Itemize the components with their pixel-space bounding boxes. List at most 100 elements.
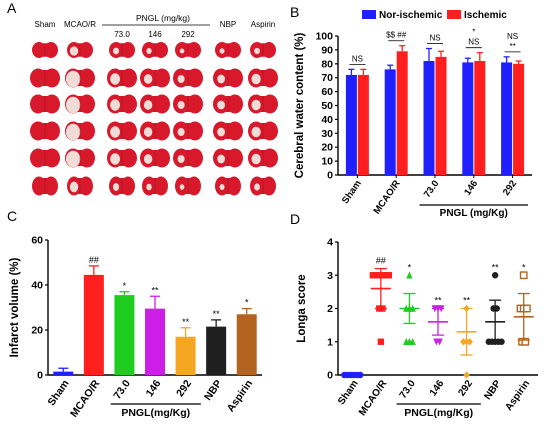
infarct-region bbox=[110, 99, 121, 111]
infarct-region bbox=[146, 48, 152, 54]
significance-mark: ** bbox=[463, 296, 471, 306]
bar bbox=[114, 295, 135, 375]
data-point bbox=[463, 371, 470, 379]
brain-slice bbox=[213, 94, 243, 114]
infarct-region bbox=[146, 183, 152, 191]
group-label-0: Sham bbox=[35, 20, 56, 29]
significance-mark: ** bbox=[213, 309, 221, 319]
brain-slice bbox=[175, 176, 201, 196]
significance-mark: NS bbox=[468, 38, 479, 47]
y-tick-label: 80 bbox=[321, 58, 333, 70]
data-point bbox=[369, 272, 377, 279]
brain-slice bbox=[32, 176, 58, 196]
brain-slice bbox=[65, 94, 95, 114]
infarct-region bbox=[69, 46, 79, 56]
brain-slice bbox=[65, 148, 95, 168]
brain-slice bbox=[29, 94, 61, 114]
infarct-region bbox=[219, 183, 225, 191]
x-tick-label: 146 bbox=[462, 178, 480, 197]
infarct-region bbox=[217, 74, 225, 84]
brain-slice bbox=[173, 121, 203, 141]
x-tick-label: 73.0 bbox=[422, 178, 442, 199]
data-point bbox=[377, 338, 385, 345]
y-tick-label: 10 bbox=[321, 156, 333, 168]
bar bbox=[474, 61, 486, 175]
data-point bbox=[523, 304, 531, 313]
y-tick-label: 3 bbox=[327, 270, 333, 282]
x-tick-label: 292 bbox=[456, 378, 475, 398]
brain-slice bbox=[65, 68, 95, 88]
x-tick-label: 73.0 bbox=[111, 378, 133, 402]
brain-slice bbox=[140, 94, 170, 114]
x-tick-label: Aspirin bbox=[503, 378, 532, 413]
brain-slice bbox=[215, 176, 241, 196]
infarct-region bbox=[217, 154, 225, 164]
brain-slice bbox=[107, 68, 137, 88]
x-tick-label: 146 bbox=[144, 378, 164, 399]
infarct-region bbox=[65, 96, 81, 114]
brain-slice bbox=[213, 68, 243, 88]
panel-d-letter: D bbox=[290, 211, 300, 227]
data-point bbox=[491, 272, 499, 279]
panel-c-letter: C bbox=[7, 208, 17, 224]
infarct-region bbox=[65, 123, 81, 141]
bar bbox=[435, 56, 447, 175]
y-tick-label: 2 bbox=[327, 303, 333, 315]
infarct-region bbox=[251, 99, 261, 111]
infarct-region bbox=[254, 183, 260, 191]
brain-slice bbox=[173, 148, 203, 168]
panel-b-letter: B bbox=[290, 4, 299, 20]
infarct-region bbox=[177, 155, 185, 163]
panel-c-chart: 0 20 40 60 Infarct volume (%) Sham ## MCAO/R * 73… bbox=[9, 235, 262, 420]
y-tick-label: 50 bbox=[321, 100, 333, 112]
y-tick-label: 20 bbox=[31, 325, 43, 337]
y-tick-label: 0 bbox=[327, 170, 333, 182]
y-tick-label: 60 bbox=[321, 86, 333, 98]
x-tick-label: Sham bbox=[340, 178, 364, 206]
y-tick-label: 0 bbox=[327, 370, 333, 382]
group-label-4: 292 bbox=[181, 30, 195, 39]
infarct-region bbox=[251, 153, 261, 165]
infarct-region bbox=[251, 126, 261, 138]
infarct-region bbox=[112, 183, 120, 191]
y-axis-label: Cerebral water content (%) bbox=[294, 32, 306, 178]
y-tick-label: 1 bbox=[327, 336, 333, 348]
group-label-3: 146 bbox=[148, 30, 162, 39]
infarct-region bbox=[143, 74, 153, 84]
significance-mark: * bbox=[408, 262, 412, 272]
y-tick-label: 100 bbox=[315, 31, 333, 43]
brain-slice bbox=[248, 68, 278, 88]
brain-slice bbox=[29, 121, 61, 141]
x-tick-label: 146 bbox=[428, 378, 447, 398]
x-tick-label: MCAO/R bbox=[357, 378, 390, 418]
x-tick-label: Aspirin bbox=[225, 378, 256, 415]
group-label-6: Aspirin bbox=[251, 20, 275, 29]
x-tick-label: 292 bbox=[174, 378, 194, 399]
brain-slice bbox=[213, 148, 243, 168]
bar bbox=[145, 308, 165, 375]
brain-slice bbox=[173, 68, 203, 88]
infarct-region bbox=[65, 70, 81, 88]
brain-slice bbox=[142, 176, 168, 196]
infarct-region bbox=[110, 73, 121, 85]
bar bbox=[462, 62, 474, 175]
group-label: PNGL (mg/Kg) bbox=[440, 208, 508, 219]
brain-slice bbox=[248, 148, 278, 168]
brain-slice bbox=[109, 42, 135, 58]
brain-slice bbox=[67, 176, 94, 196]
x-tick-label: MCAO/R bbox=[68, 378, 102, 420]
significance-mark: NS bbox=[352, 54, 363, 63]
significance-mark: ** bbox=[151, 285, 159, 295]
brain-slice bbox=[140, 148, 170, 168]
infarct-region bbox=[65, 150, 81, 168]
data-point bbox=[519, 271, 528, 280]
infarct-region bbox=[69, 181, 79, 193]
y-tick-label: 40 bbox=[321, 114, 333, 126]
bar bbox=[423, 61, 435, 175]
data-point bbox=[521, 337, 530, 346]
y-tick-label: 4 bbox=[327, 237, 333, 249]
data-point bbox=[385, 272, 393, 279]
infarct-region bbox=[112, 47, 120, 55]
brain-slice bbox=[65, 121, 95, 141]
